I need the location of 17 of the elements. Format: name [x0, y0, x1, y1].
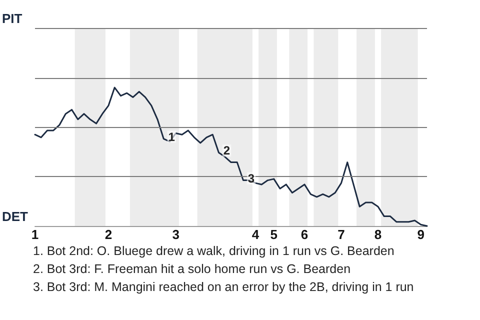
text: DET	[2, 209, 28, 224]
text: 3. Bot 3rd: M. Mangini reached on an error by the 2B, driving in 1 run	[33, 279, 415, 296]
text: 2. Bot 3rd: F. Freeman hit a solo home run vs G. Bearden	[33, 261, 352, 278]
annotation: 3	[248, 171, 255, 186]
x-tick-label: 1	[31, 227, 39, 242]
text: PIT	[2, 11, 22, 26]
x-tick-label: 7	[338, 227, 345, 242]
annotation: 2	[223, 144, 230, 158]
text: 1. Bot 2nd: O. Bluege drew a walk, driving in 1 run vs G. Bearden	[33, 243, 396, 260]
annotation: 1	[168, 130, 176, 144]
x-tick-label: 3	[172, 227, 180, 242]
x-tick-label: 2	[104, 227, 112, 242]
x-tick-label: 6	[300, 227, 308, 242]
x-tick-label: 8	[374, 227, 382, 242]
x-tick-label: 5	[270, 227, 278, 242]
x-tick-label: 4	[252, 227, 260, 242]
x-tick-label: 9	[417, 227, 424, 242]
